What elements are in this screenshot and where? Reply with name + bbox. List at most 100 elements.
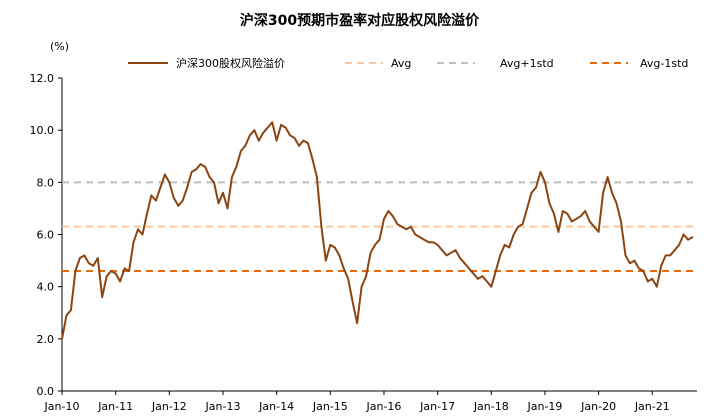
data-point	[459, 257, 461, 259]
data-point	[293, 137, 296, 139]
data-point	[557, 231, 560, 233]
data-point	[629, 262, 631, 265]
y-tick-label: 8.0	[37, 176, 55, 189]
data-point	[646, 280, 649, 283]
data-point	[432, 241, 435, 244]
data-point	[307, 142, 309, 145]
data-point	[517, 225, 519, 228]
data-point	[141, 233, 144, 236]
data-point	[360, 285, 363, 288]
data-point	[324, 259, 327, 262]
data-point	[240, 150, 242, 152]
data-point	[548, 202, 551, 205]
data-point	[669, 254, 672, 257]
x-tick-label: Jan-15	[312, 400, 348, 413]
data-point	[597, 231, 600, 233]
data-point	[275, 139, 278, 142]
data-point	[248, 134, 251, 137]
x-tick-label: Jan-19	[526, 400, 562, 413]
x-tick-label: Jan-17	[419, 400, 455, 413]
data-point	[289, 134, 291, 137]
data-point	[70, 309, 72, 311]
data-point	[342, 267, 345, 270]
data-point	[602, 191, 604, 194]
data-point	[114, 272, 117, 275]
data-point	[186, 186, 189, 189]
data-point	[477, 277, 479, 280]
data-point	[445, 254, 448, 257]
x-tick-label: Jan-10	[44, 400, 80, 413]
y-tick-label: 12.0	[30, 72, 55, 85]
data-point	[105, 275, 108, 278]
data-point	[284, 126, 287, 129]
data-point	[347, 277, 350, 280]
data-point	[172, 197, 175, 199]
data-point	[396, 223, 399, 226]
data-point	[177, 204, 180, 207]
data-point	[544, 181, 546, 184]
data-point	[253, 129, 256, 132]
data-point	[119, 280, 121, 283]
data-point	[262, 131, 265, 134]
data-point	[530, 191, 533, 194]
data-point	[418, 236, 421, 239]
data-point	[620, 220, 622, 223]
data-point	[316, 176, 318, 179]
chart-title: 沪深300预期市盈率对应股权风险溢价	[239, 13, 480, 29]
y-tick-label: 0.0	[37, 385, 55, 398]
legend-label: 沪深300股权风险溢价	[176, 56, 285, 70]
legend-label: Avg	[391, 57, 411, 70]
data-point	[485, 280, 488, 283]
data-point	[427, 241, 430, 244]
data-point	[159, 186, 162, 189]
data-point	[195, 168, 198, 171]
x-tick-label: Jan-12	[151, 400, 187, 413]
data-point	[164, 173, 166, 176]
data-point	[65, 314, 68, 317]
data-point	[673, 249, 676, 252]
data-point	[660, 264, 663, 267]
legend-item: Avg+1std	[437, 57, 554, 70]
data-point	[123, 267, 126, 270]
data-point	[280, 124, 282, 126]
data-point	[624, 254, 627, 257]
data-point	[298, 144, 300, 147]
data-point	[110, 270, 113, 272]
data-point	[553, 212, 555, 215]
x-tick-label: Jan-11	[97, 400, 133, 413]
data-point	[450, 251, 452, 254]
data-point	[575, 218, 578, 220]
data-point	[481, 275, 484, 278]
data-point	[436, 244, 439, 246]
data-point	[503, 244, 506, 246]
data-point	[378, 238, 381, 241]
data-point	[369, 251, 372, 254]
x-tick-label: Jan-14	[258, 400, 294, 413]
data-point	[651, 277, 654, 280]
data-point	[128, 270, 131, 272]
x-tick-label: Jan-13	[205, 400, 241, 413]
x-tick-label: Jan-20	[580, 400, 616, 413]
data-point	[405, 228, 408, 231]
data-point	[535, 186, 537, 189]
data-point	[678, 244, 680, 246]
data-point	[633, 259, 636, 262]
data-point	[338, 254, 341, 257]
data-point	[199, 163, 202, 166]
x-tick-label: Jan-18	[473, 400, 509, 413]
data-point	[472, 272, 475, 275]
data-point	[101, 296, 104, 298]
data-point	[365, 275, 367, 278]
data-point	[146, 212, 148, 215]
data-point	[257, 139, 260, 142]
data-point	[494, 270, 497, 272]
data-point	[593, 225, 595, 228]
data-point	[512, 233, 515, 236]
data-point	[588, 220, 591, 223]
legend-label: Avg-1std	[640, 57, 688, 70]
data-point	[490, 285, 493, 288]
y-tick-label: 4.0	[37, 281, 55, 294]
data-point	[231, 176, 233, 179]
data-point	[137, 228, 139, 231]
